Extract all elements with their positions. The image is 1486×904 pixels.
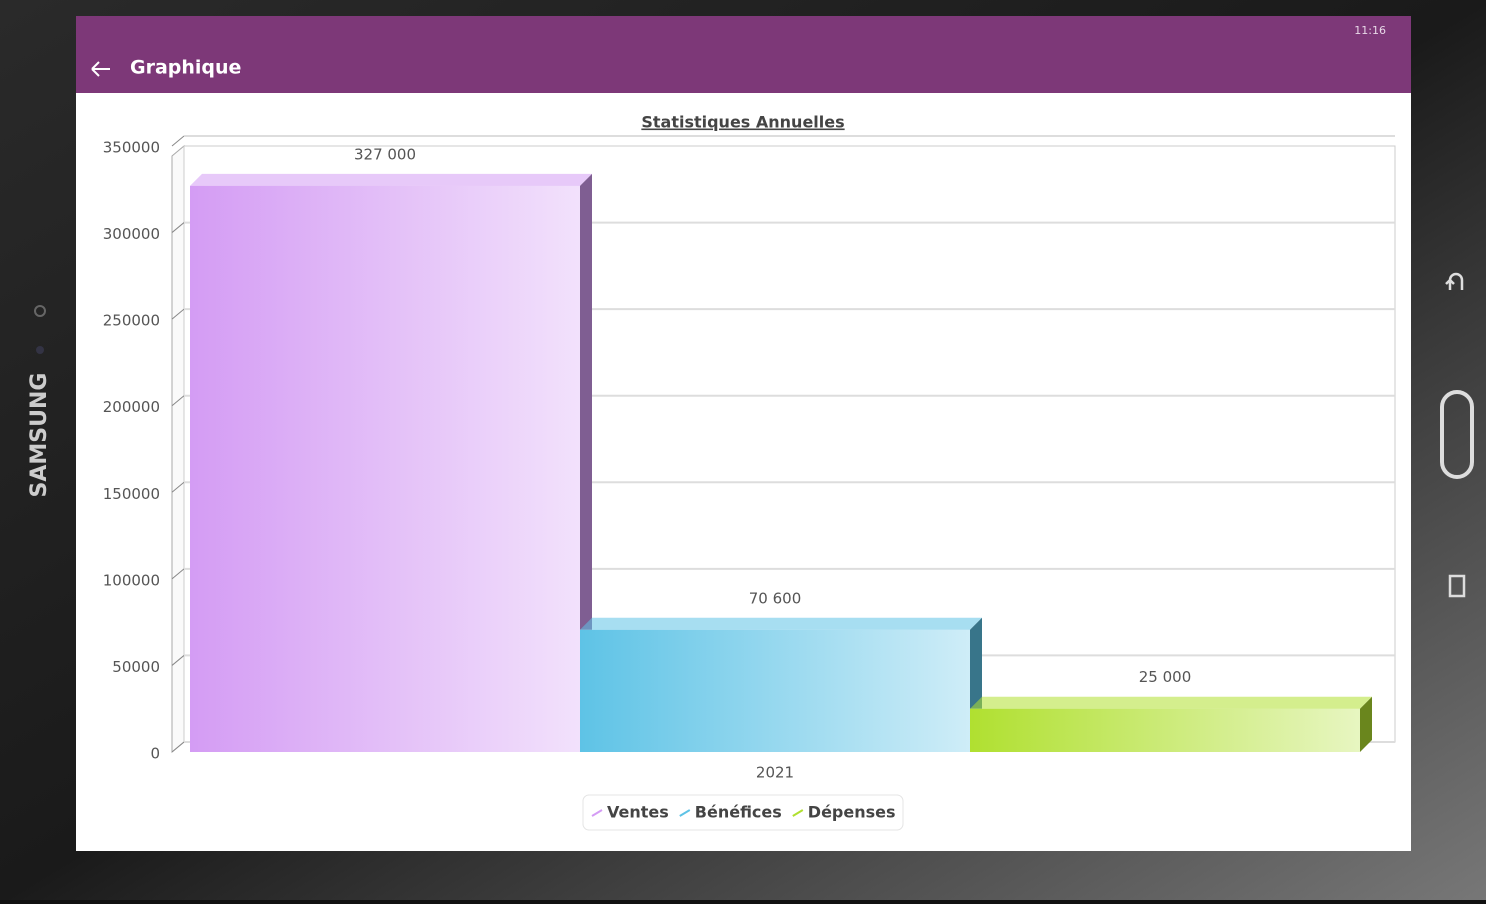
tick-mark <box>171 395 185 407</box>
chart: 0 50000 100000 150000 200000 250000 300000 3500… <box>103 135 1396 831</box>
y-tick-label: 100000 <box>103 571 160 589</box>
bar <box>190 185 580 752</box>
bar <box>580 629 970 752</box>
clock: 11:16 <box>1354 24 1386 37</box>
sensor <box>34 305 46 317</box>
y-tick-label: 200000 <box>103 398 160 416</box>
y-tick-label: 300000 <box>103 225 160 243</box>
legend-label: Bénéfices <box>695 803 782 822</box>
bar-top <box>190 173 592 186</box>
back-key[interactable] <box>1445 272 1464 290</box>
legend-marker <box>591 809 603 817</box>
bar-top <box>580 617 982 630</box>
app-bar <box>76 16 1411 93</box>
bar-side <box>580 173 592 752</box>
back-arrow[interactable] <box>91 61 110 77</box>
y-tick-label: 150000 <box>103 485 160 503</box>
bar-top <box>970 696 1372 709</box>
brand: SAMSUNG <box>27 373 52 498</box>
value-label: 25 000 <box>1139 668 1192 686</box>
y-tick-label: 0 <box>150 745 160 763</box>
legend-box <box>582 794 904 831</box>
plot-wall <box>171 144 185 754</box>
bar-side <box>1360 696 1372 752</box>
home-button[interactable] <box>1440 390 1474 479</box>
legend-marker <box>679 809 691 817</box>
app-title: Graphique <box>130 57 241 79</box>
tick-mark <box>171 481 185 493</box>
x-tick-label: 2021 <box>756 764 794 782</box>
value-label: 327 000 <box>354 145 416 163</box>
y-tick-label: 50000 <box>112 658 160 676</box>
bar <box>970 708 1360 752</box>
legend: Ventes Bénéfices Dépenses <box>582 794 904 831</box>
tick-mark <box>171 741 185 753</box>
tick-mark <box>171 222 185 233</box>
tick-mark <box>171 568 185 580</box>
camera <box>36 346 44 354</box>
legend-label: Dépenses <box>808 803 896 822</box>
tick-mark <box>171 655 185 666</box>
value-label: 70 600 <box>749 589 802 607</box>
tick-mark <box>171 135 185 147</box>
legend-label: Ventes <box>607 803 669 822</box>
y-tick-label: 250000 <box>103 312 160 330</box>
tick-mark <box>171 308 185 320</box>
chart-title: Statistiques Annuelles <box>641 113 844 132</box>
legend-marker <box>792 809 804 817</box>
recent-key[interactable] <box>1448 574 1466 598</box>
y-tick-label: 350000 <box>103 139 160 157</box>
